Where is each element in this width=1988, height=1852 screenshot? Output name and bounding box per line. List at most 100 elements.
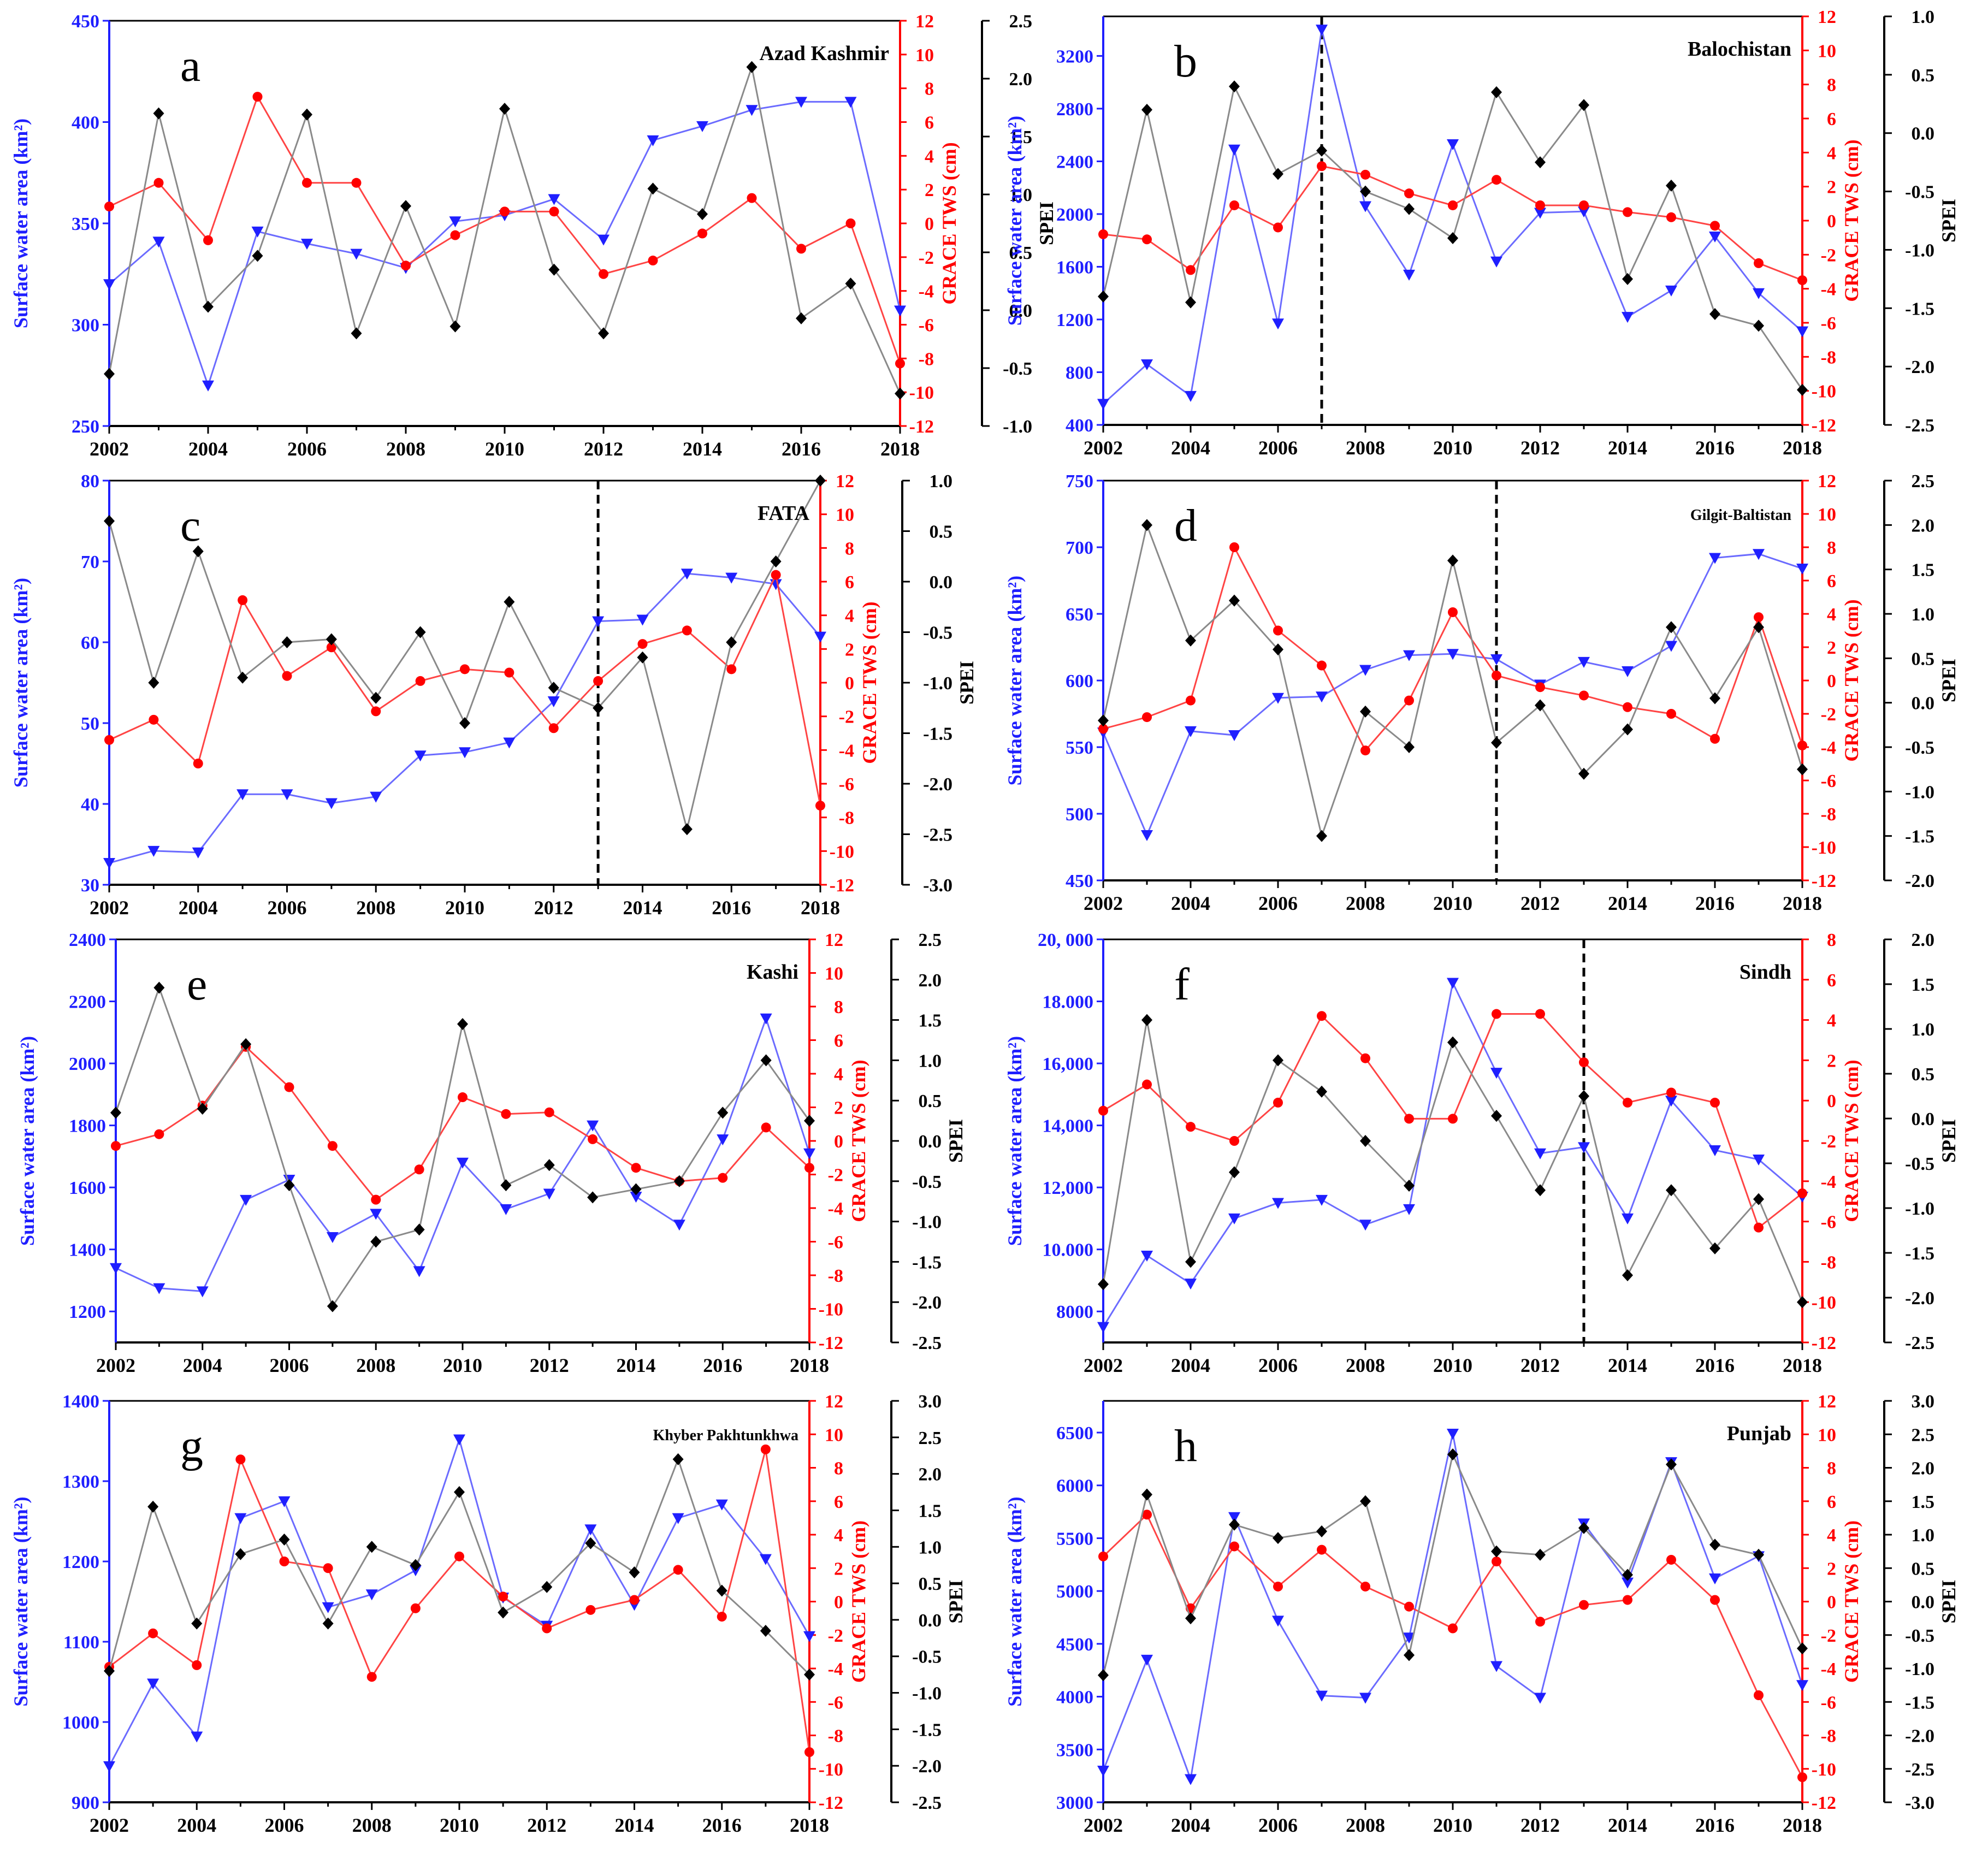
grace-point bbox=[327, 1141, 338, 1151]
grace-tick-label: -6 bbox=[919, 316, 934, 336]
panel-f: 2002 2004 2006 2008 2010 2012 2014 2016 2018 8000… bbox=[1004, 930, 1960, 1376]
area-point bbox=[597, 234, 610, 246]
area-point bbox=[1403, 650, 1415, 661]
spei-point bbox=[1797, 383, 1808, 396]
spei-tick-label: 1.0 bbox=[930, 471, 953, 492]
grace-point bbox=[1754, 1222, 1764, 1233]
area-point bbox=[414, 750, 427, 762]
grace-line bbox=[115, 1045, 810, 1201]
grace-tick-label: 8 bbox=[1827, 1459, 1836, 1479]
grace-tick-label: -2 bbox=[1821, 1132, 1836, 1152]
grace-point bbox=[771, 570, 781, 580]
area-axis-title: Surface water area (km²) bbox=[16, 1036, 38, 1246]
spei-point bbox=[1535, 699, 1546, 712]
spei-tick-label: -0.5 bbox=[1905, 738, 1934, 758]
area-point bbox=[1316, 1690, 1328, 1702]
grace-point bbox=[718, 1173, 728, 1183]
grace-point bbox=[1797, 275, 1807, 286]
area-point bbox=[103, 279, 115, 291]
x-tick-label: 2014 bbox=[1608, 892, 1647, 914]
area-tick-label: 40 bbox=[81, 795, 99, 815]
spei-tick-label: -0.5 bbox=[912, 1647, 942, 1667]
spei-tick-label: 0.5 bbox=[919, 1091, 942, 1111]
grace-tick-label: 6 bbox=[845, 572, 854, 593]
area-axis-title: Surface water area (km²) bbox=[1004, 1036, 1026, 1246]
grace-tick-label: 10 bbox=[1818, 1425, 1836, 1445]
area-tick-label: 5000 bbox=[1056, 1582, 1093, 1602]
panel-c: 2002 2004 2006 2008 2010 2012 2014 2016 20183040… bbox=[10, 471, 978, 919]
area-point bbox=[370, 1209, 382, 1220]
spei-point bbox=[1622, 273, 1633, 285]
area-point bbox=[1447, 649, 1459, 660]
grace-point bbox=[1492, 1557, 1501, 1566]
grace-axis-title: GRACE TWS (cm) bbox=[848, 1520, 869, 1683]
grace-tick-label: -10 bbox=[819, 1760, 843, 1780]
grace-point bbox=[761, 1122, 771, 1133]
x-tick-label: 2004 bbox=[1171, 1814, 1210, 1836]
spei-point bbox=[449, 320, 461, 333]
area-point bbox=[1185, 726, 1197, 737]
spei-point bbox=[283, 1179, 295, 1192]
grace-point bbox=[1797, 740, 1807, 750]
grace-point bbox=[1273, 222, 1283, 233]
area-point bbox=[1316, 1194, 1328, 1206]
grace-tick-label: -2 bbox=[1821, 705, 1836, 725]
spei-point bbox=[1709, 307, 1720, 320]
spei-tick-label: 0.0 bbox=[1912, 1109, 1935, 1129]
area-tick-label: 4000 bbox=[1056, 1688, 1093, 1708]
grace-tick-label: -4 bbox=[1821, 1659, 1836, 1679]
spei-tick-label: -0.5 bbox=[1905, 1154, 1934, 1174]
panel-letter: f bbox=[1174, 959, 1190, 1010]
spei-point bbox=[1666, 1184, 1677, 1197]
grace-point bbox=[415, 676, 425, 686]
x-tick-label: 2010 bbox=[1433, 437, 1472, 459]
grace-tick-label: -10 bbox=[1812, 1760, 1836, 1780]
area-point bbox=[1097, 399, 1109, 410]
grace-tick-label: -2 bbox=[828, 1165, 843, 1186]
grace-point bbox=[585, 1605, 596, 1615]
spei-point bbox=[326, 633, 337, 646]
grace-tick-label: 6 bbox=[834, 1492, 843, 1512]
area-tick-label: 1100 bbox=[63, 1632, 99, 1653]
grace-tick-label: -12 bbox=[819, 1793, 843, 1813]
x-tick-label: 2010 bbox=[445, 897, 484, 919]
grace-point bbox=[631, 1163, 641, 1173]
x-tick-label: 2014 bbox=[615, 1814, 654, 1836]
grace-point bbox=[593, 676, 603, 686]
area-tick-label: 1000 bbox=[62, 1713, 99, 1733]
grace-tick-label: -10 bbox=[1812, 838, 1836, 858]
grace-tick-label: 0 bbox=[1827, 1091, 1836, 1111]
region-title: Kashi bbox=[747, 961, 798, 984]
spei-point bbox=[637, 651, 648, 664]
x-tick-label: 2018 bbox=[1783, 437, 1822, 459]
grace-point bbox=[1710, 733, 1720, 744]
spei-axis-title: SPEI bbox=[1938, 1579, 1960, 1623]
area-tick-label: 16,000 bbox=[1043, 1054, 1094, 1074]
grace-point bbox=[1360, 1053, 1370, 1063]
grace-point bbox=[252, 92, 263, 102]
x-tick-label: 2014 bbox=[623, 897, 662, 919]
spei-point bbox=[1622, 1269, 1633, 1281]
spei-point bbox=[153, 981, 165, 994]
area-point bbox=[1709, 1145, 1721, 1157]
grace-point bbox=[1623, 1097, 1632, 1108]
grace-point bbox=[760, 1444, 771, 1454]
grace-point bbox=[1273, 625, 1283, 636]
x-tick-label: 2012 bbox=[1520, 437, 1560, 459]
area-tick-label: 2200 bbox=[69, 992, 106, 1013]
spei-tick-label: 1.0 bbox=[1912, 1020, 1935, 1040]
spei-tick-label: -0.5 bbox=[912, 1172, 942, 1192]
area-tick-label: 1800 bbox=[69, 1116, 106, 1137]
area-point bbox=[240, 1194, 252, 1206]
area-tick-label: 1600 bbox=[69, 1178, 106, 1198]
grace-tick-label: 10 bbox=[825, 964, 843, 984]
area-point bbox=[592, 616, 605, 628]
spei-point bbox=[370, 1235, 382, 1248]
area-point bbox=[1359, 1220, 1371, 1231]
area-point bbox=[370, 791, 382, 803]
grace-tick-label: 10 bbox=[1818, 41, 1836, 61]
x-tick-label: 2016 bbox=[703, 1354, 742, 1376]
area-point bbox=[457, 1157, 469, 1169]
x-tick-label: 2010 bbox=[443, 1354, 482, 1376]
x-tick-label: 2006 bbox=[1258, 437, 1298, 459]
